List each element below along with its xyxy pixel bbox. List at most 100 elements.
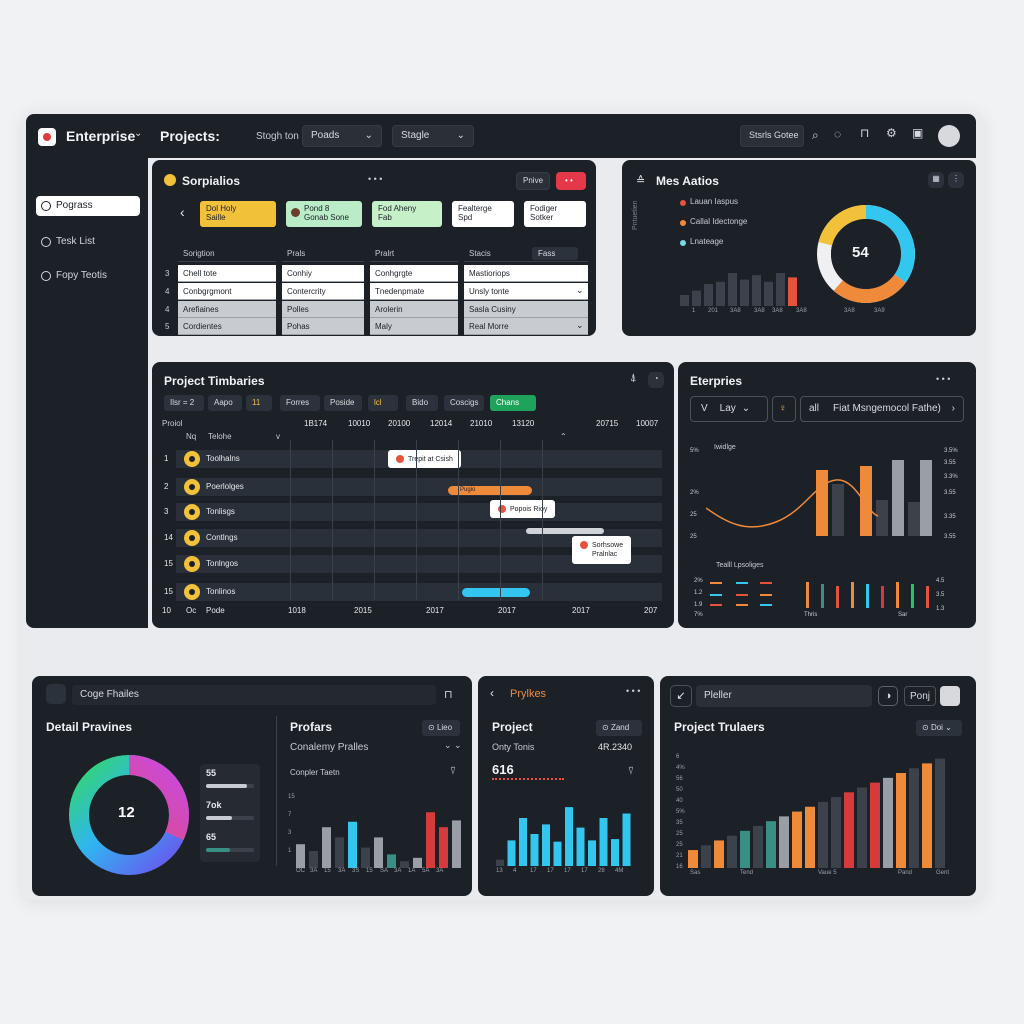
chevron-down-icon[interactable]: ⌄ ⌄	[444, 740, 462, 750]
timeline-footer-label: 2017	[426, 606, 444, 615]
ponj-button[interactable]: Ponj	[904, 686, 936, 706]
table-cell[interactable]: Chell tote	[178, 265, 276, 282]
chart-bar	[413, 857, 422, 868]
bulb-icon[interactable]: ♀	[772, 396, 796, 422]
mask-icon[interactable]: ◑	[878, 686, 898, 706]
lock-icon[interactable]: ⊓	[860, 126, 870, 140]
timeline-filter-chip[interactable]: Ilsr = 2	[164, 395, 204, 411]
search-input[interactable]: Pleller	[696, 685, 872, 707]
filter-dropdown[interactable]: ⊙ Doi ⌄	[916, 720, 962, 736]
more-icon[interactable]: ⋮	[948, 172, 964, 188]
settings-icon[interactable]: ◔	[648, 372, 664, 388]
calendar-icon[interactable]: ▣	[912, 126, 924, 140]
gantt-bar[interactable]	[462, 588, 530, 597]
timeline-filter-chip[interactable]: Forres	[280, 395, 320, 411]
preview-button[interactable]: Pnive	[516, 172, 550, 190]
timeline-year: 12014	[430, 419, 453, 428]
card-title: Pond 8	[304, 204, 330, 213]
sprint-card[interactable]: Fodiger Sotker	[524, 201, 586, 227]
y-axis-label: 25	[676, 842, 683, 848]
chart-bar	[776, 273, 785, 306]
zone-badge[interactable]: ⊙ Zand	[596, 720, 642, 736]
timeline-filter-chip[interactable]: lcl	[368, 395, 398, 411]
settings-icon[interactable]: ⚙	[886, 126, 897, 140]
metrics-title: Mes Aatios	[656, 174, 719, 188]
chevron-down-icon[interactable]: v	[276, 432, 280, 441]
filter-dropdown-value: Poads	[311, 130, 340, 141]
table-cell[interactable]: Conbgrgmont	[178, 283, 276, 300]
sprint-card[interactable]: Fod Aheny Fab	[372, 201, 442, 227]
timeline-filter-chip[interactable]: Chans	[490, 395, 536, 411]
gantt-row[interactable]	[176, 478, 662, 496]
sidebar-item-reports[interactable]: Fopy Teotis	[36, 266, 140, 286]
gantt-row[interactable]	[176, 503, 662, 521]
sidebar-item-task-list[interactable]: Tesk List	[36, 232, 140, 252]
back-icon[interactable]: ↙	[670, 685, 692, 707]
chevron-down-icon[interactable]: ⌄	[576, 285, 584, 295]
notification-icon[interactable]: ◌	[834, 127, 842, 141]
table-cell[interactable]: Sasla Cusiny	[464, 301, 588, 318]
search-input[interactable]: Coge Fhailes	[72, 685, 436, 705]
timeline-filter-chip[interactable]: Bido	[406, 395, 438, 411]
gantt-bar[interactable]: Pugio	[448, 486, 532, 495]
table-cell[interactable]: Arefiaines	[178, 301, 276, 318]
timeline-filter-chip[interactable]: Coscigs	[444, 395, 484, 411]
sidebar-item-progress[interactable]: Pograss	[36, 196, 140, 216]
chart-bar	[766, 821, 776, 868]
pin-icon[interactable]: ⍢	[450, 766, 456, 777]
timeline-filter-chip[interactable]: Aapo	[208, 395, 242, 411]
filter-button[interactable]: ⊙ Lieo	[422, 720, 460, 736]
filter-select[interactable]: V Lay ⌄	[690, 396, 768, 422]
table-cell[interactable]: Real Morre	[464, 318, 588, 335]
table-cell[interactable]: Pohas	[282, 318, 364, 335]
table-cell[interactable]: Conhiy	[282, 265, 364, 282]
sprint-card[interactable]: Dol Holy Saille	[200, 201, 276, 227]
table-cell[interactable]: Maly	[370, 318, 458, 335]
timeline-filter-chip[interactable]: 11	[246, 395, 272, 411]
grid-icon[interactable]: ▦	[928, 172, 944, 188]
status-tag[interactable]: Fass	[532, 247, 578, 260]
trailers-title: Project Trulaers	[674, 720, 765, 734]
filter-search[interactable]: all Fiat Msngemocol Fathe) ›	[800, 396, 964, 422]
timeline-footer-label: 2017	[572, 606, 590, 615]
table-cell[interactable]: Mastioriops	[464, 265, 588, 282]
chevron-down-icon[interactable]: ⌄	[134, 128, 143, 139]
gantt-row[interactable]	[176, 583, 662, 601]
lock-icon[interactable]: ⊓	[444, 689, 453, 701]
table-cell[interactable]: Cordientes	[178, 318, 276, 335]
user-avatar[interactable]	[938, 125, 960, 147]
stage-dropdown[interactable]: Stagle ⌄	[392, 125, 474, 147]
sprint-card[interactable]: Fealterge Spd	[452, 201, 514, 227]
delete-button[interactable]: • •	[556, 172, 586, 190]
chevron-down-icon[interactable]: ⌄	[576, 320, 584, 330]
chevron-left-icon[interactable]: ‹	[180, 204, 185, 220]
column-header: Pralrt	[370, 245, 458, 262]
table-cell[interactable]: Contercrity	[282, 283, 364, 300]
gantt-tooltip[interactable]: Sorhsowe Pralnlac	[572, 536, 632, 564]
more-options-icon[interactable]: • • •	[368, 174, 383, 184]
project-select[interactable]: Conalemy Pralles	[290, 742, 369, 753]
gantt-tooltip[interactable]: Trepit at Csish	[388, 450, 461, 468]
search-icon[interactable]: ⌕	[812, 128, 819, 142]
table-cell[interactable]: Tnedenpmate	[370, 283, 458, 300]
gantt-bar[interactable]	[526, 528, 604, 534]
more-options-icon[interactable]: • • •	[936, 374, 951, 384]
more-options-icon[interactable]: • • •	[626, 686, 641, 696]
table-cell[interactable]: Polles	[282, 301, 364, 318]
share-icon[interactable]: ⍋	[630, 372, 637, 384]
gantt-tooltip[interactable]: Popois Rioy	[490, 500, 556, 518]
x-axis-label: 3A	[394, 868, 402, 874]
filter-dropdown[interactable]: Poads ⌄	[302, 125, 382, 147]
search-button[interactable]: Stsrls Gotee	[740, 125, 804, 147]
sprint-card[interactable]: Pond 8 Gonab Sone	[286, 201, 362, 227]
gantt-row[interactable]	[176, 555, 662, 573]
user-avatar[interactable]	[940, 686, 960, 706]
y-axis-label: 2%	[690, 490, 699, 496]
table-cell[interactable]: Unsly tonte	[464, 283, 588, 300]
table-cell[interactable]: Arolerin	[370, 301, 458, 318]
timeline-filter-chip[interactable]: Poside	[324, 395, 362, 411]
chevron-left-icon[interactable]: ‹	[490, 686, 494, 700]
table-cell[interactable]: Conhgrgte	[370, 265, 458, 282]
pin-icon[interactable]: ⍢	[628, 766, 634, 777]
row-label: Tonlngos	[206, 559, 239, 568]
